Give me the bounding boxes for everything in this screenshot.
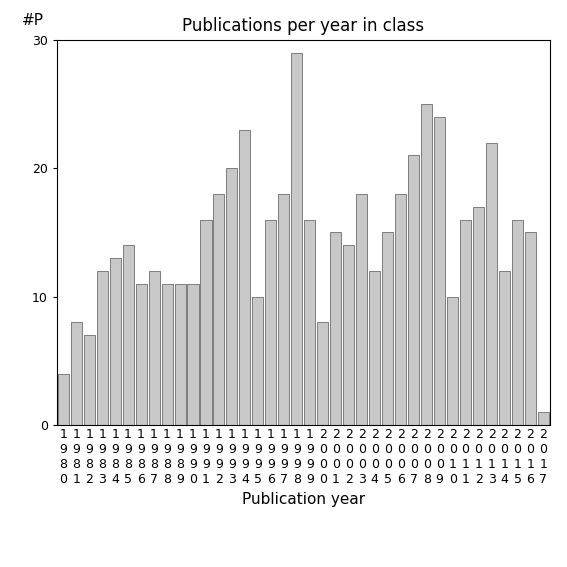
Bar bbox=[71, 323, 82, 425]
Bar bbox=[395, 194, 406, 425]
Bar bbox=[175, 284, 185, 425]
Bar bbox=[382, 232, 393, 425]
Bar bbox=[499, 271, 510, 425]
Bar bbox=[434, 117, 445, 425]
Bar bbox=[162, 284, 172, 425]
Bar bbox=[122, 246, 134, 425]
Bar bbox=[447, 297, 458, 425]
Bar bbox=[149, 271, 159, 425]
Bar bbox=[226, 168, 238, 425]
Bar bbox=[512, 219, 523, 425]
Bar bbox=[538, 412, 549, 425]
Text: #P: #P bbox=[22, 13, 44, 28]
Bar bbox=[304, 219, 315, 425]
Bar bbox=[278, 194, 289, 425]
Bar bbox=[460, 219, 471, 425]
Bar bbox=[84, 335, 95, 425]
Bar bbox=[343, 246, 354, 425]
X-axis label: Publication year: Publication year bbox=[242, 492, 365, 506]
Bar bbox=[408, 155, 419, 425]
Bar bbox=[239, 130, 251, 425]
Bar bbox=[486, 142, 497, 425]
Bar bbox=[213, 194, 225, 425]
Bar bbox=[473, 207, 484, 425]
Bar bbox=[291, 53, 302, 425]
Bar bbox=[96, 271, 108, 425]
Bar bbox=[369, 271, 380, 425]
Bar bbox=[356, 194, 367, 425]
Bar bbox=[525, 232, 536, 425]
Bar bbox=[109, 258, 121, 425]
Bar bbox=[188, 284, 198, 425]
Bar bbox=[265, 219, 276, 425]
Bar bbox=[421, 104, 432, 425]
Bar bbox=[58, 374, 69, 425]
Bar bbox=[136, 284, 147, 425]
Bar bbox=[252, 297, 264, 425]
Bar bbox=[201, 219, 211, 425]
Title: Publications per year in class: Publications per year in class bbox=[182, 18, 425, 35]
Bar bbox=[331, 232, 341, 425]
Bar bbox=[318, 323, 328, 425]
